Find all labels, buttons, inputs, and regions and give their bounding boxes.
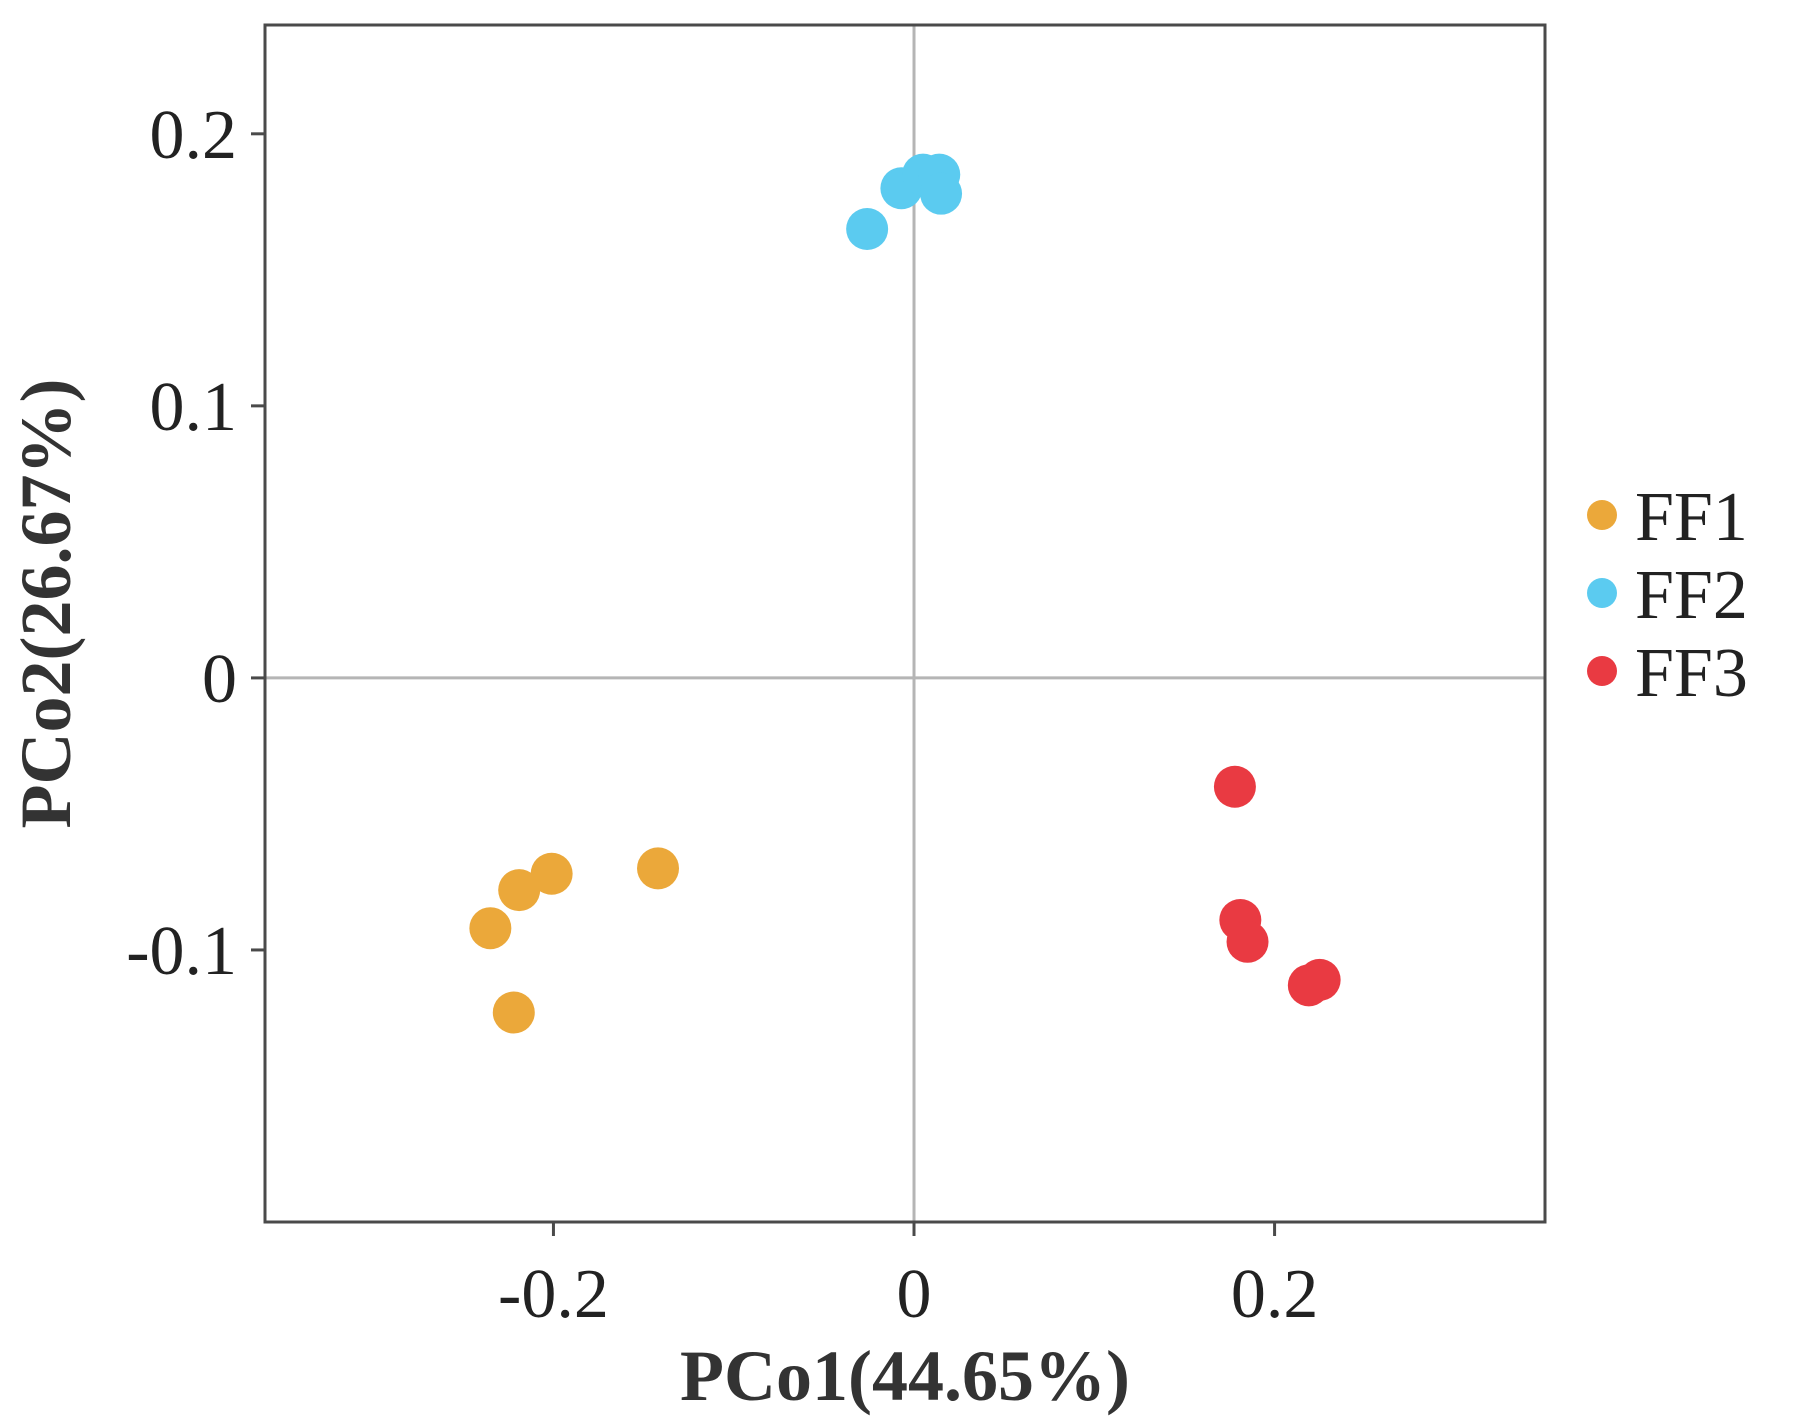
- legend-label: FF1: [1635, 479, 1748, 556]
- x-tick-label: 0: [897, 1256, 932, 1333]
- data-point: [469, 907, 512, 950]
- legend-label: FF2: [1635, 557, 1748, 634]
- data-point: [492, 991, 535, 1034]
- data-point: [530, 852, 573, 895]
- legend-item-ff2: FF2: [1587, 557, 1748, 634]
- series-ff1: [469, 847, 680, 1034]
- data-point: [1298, 958, 1341, 1001]
- y-tick-label: 0.2: [150, 97, 238, 174]
- points-layer: [469, 153, 1341, 1034]
- legend-item-ff3: FF3: [1587, 635, 1748, 712]
- x-tick-label: 0.2: [1231, 1256, 1319, 1333]
- y-tick-label: 0: [202, 641, 237, 718]
- legend-marker: [1587, 500, 1617, 530]
- plot-area: [263, 23, 1547, 1224]
- series-ff3: [1213, 765, 1341, 1007]
- y-axis-title: PCo2(26.67%): [6, 379, 86, 829]
- x-axis-title: PCo1(44.65%): [680, 1336, 1130, 1416]
- x-tick-label: -0.2: [498, 1256, 609, 1333]
- y-tick-label: -0.1: [126, 913, 237, 990]
- series-ff2: [846, 153, 963, 251]
- data-point: [920, 172, 963, 215]
- y-tick-label: 0.1: [150, 369, 238, 446]
- data-point: [846, 208, 889, 251]
- data-point: [1213, 765, 1256, 808]
- data-point: [1226, 920, 1269, 963]
- legend-item-ff1: FF1: [1587, 479, 1748, 556]
- plot-frame: [263, 23, 1547, 1224]
- data-point: [637, 847, 680, 890]
- data-point: [498, 869, 541, 912]
- x-axis: -0.2 0 0.2: [498, 1222, 1318, 1333]
- y-axis: 0.2 0.1 0 -0.1: [126, 97, 265, 990]
- legend-label: FF3: [1635, 635, 1748, 712]
- legend-marker: [1587, 656, 1617, 686]
- legend-marker: [1587, 578, 1617, 608]
